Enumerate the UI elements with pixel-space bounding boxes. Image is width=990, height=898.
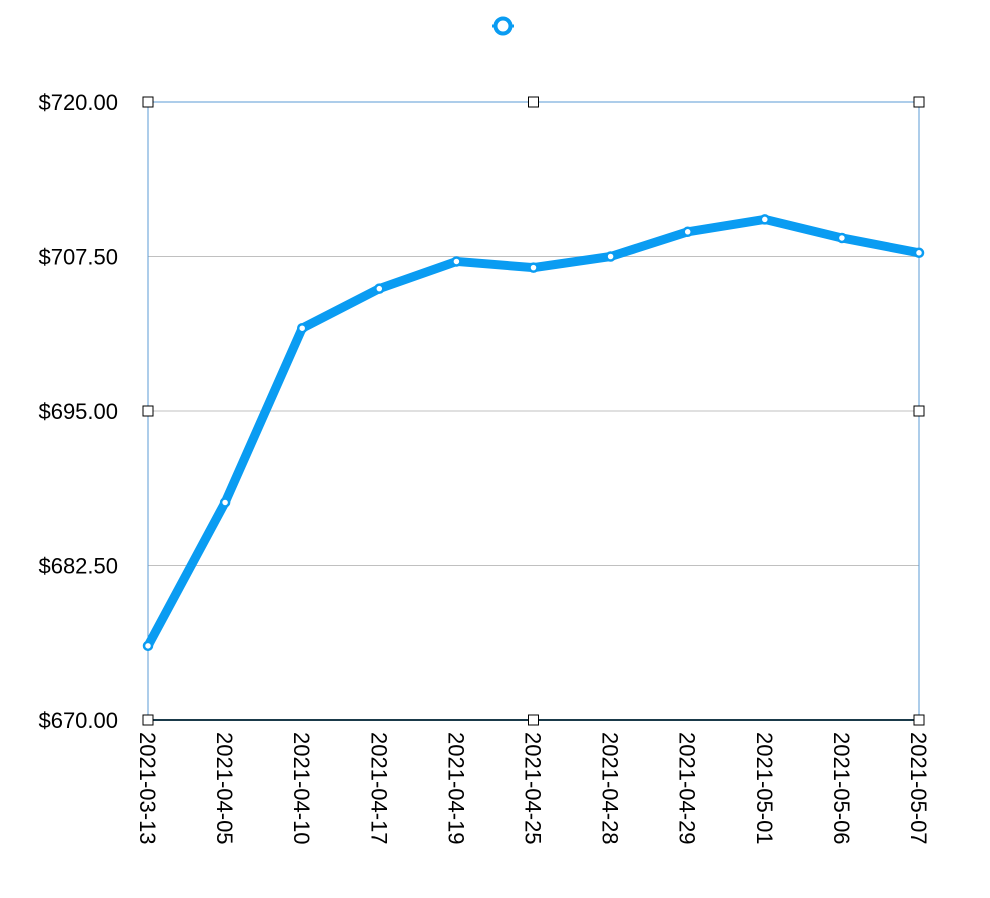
data-point[interactable] (451, 256, 462, 267)
data-point[interactable] (528, 262, 539, 273)
data-point[interactable] (374, 283, 385, 294)
x-tick-label: 2021-04-29 (675, 732, 700, 845)
resize-handle[interactable] (913, 405, 925, 417)
data-point[interactable] (296, 322, 308, 334)
series-line (143, 214, 924, 651)
x-axis-ticks: 2021-03-13 2021-04-05 2021-04-10 2021-04-17… (135, 732, 931, 845)
data-point[interactable] (759, 214, 771, 225)
x-tick-label: 2021-05-07 (906, 732, 931, 845)
data-point[interactable] (913, 247, 925, 259)
y-axis-ticks: $720.00 $707.50 $695.00 $682.50 $670.00 (38, 90, 118, 733)
resize-handle[interactable] (913, 714, 925, 726)
y-tick-label: $682.50 (38, 554, 118, 579)
data-point[interactable] (682, 226, 693, 238)
y-tick-label: $720.00 (38, 90, 118, 115)
resize-handle[interactable] (142, 714, 154, 726)
resize-handle[interactable] (142, 96, 154, 108)
grid-lines (148, 256, 919, 566)
data-point[interactable] (219, 497, 231, 508)
resize-handle[interactable] (142, 405, 154, 417)
x-tick-label: 2021-04-17 (366, 732, 391, 845)
x-tick-label: 2021-04-19 (443, 732, 468, 845)
x-tick-label: 2021-04-28 (598, 732, 623, 845)
resize-handle[interactable] (528, 96, 539, 108)
x-tick-label: 2021-04-10 (289, 732, 314, 845)
resize-handle[interactable] (913, 96, 925, 108)
legend-marker-icon (493, 16, 513, 36)
y-tick-label: $707.50 (38, 245, 118, 270)
x-tick-label: 2021-05-06 (829, 732, 854, 845)
data-point[interactable] (836, 232, 848, 244)
resize-handle[interactable] (528, 714, 539, 726)
selection-handles[interactable] (142, 96, 925, 726)
y-tick-label: $670.00 (38, 708, 118, 733)
data-point[interactable] (142, 640, 154, 652)
x-tick-label: 2021-04-25 (521, 732, 546, 845)
x-tick-label: 2021-05-01 (752, 732, 777, 845)
legend (492, 16, 514, 36)
x-tick-label: 2021-03-13 (135, 732, 160, 845)
y-tick-label: $695.00 (38, 399, 118, 424)
data-point[interactable] (605, 251, 616, 262)
series-line-layer (142, 214, 925, 652)
x-tick-label: 2021-04-05 (212, 732, 237, 845)
